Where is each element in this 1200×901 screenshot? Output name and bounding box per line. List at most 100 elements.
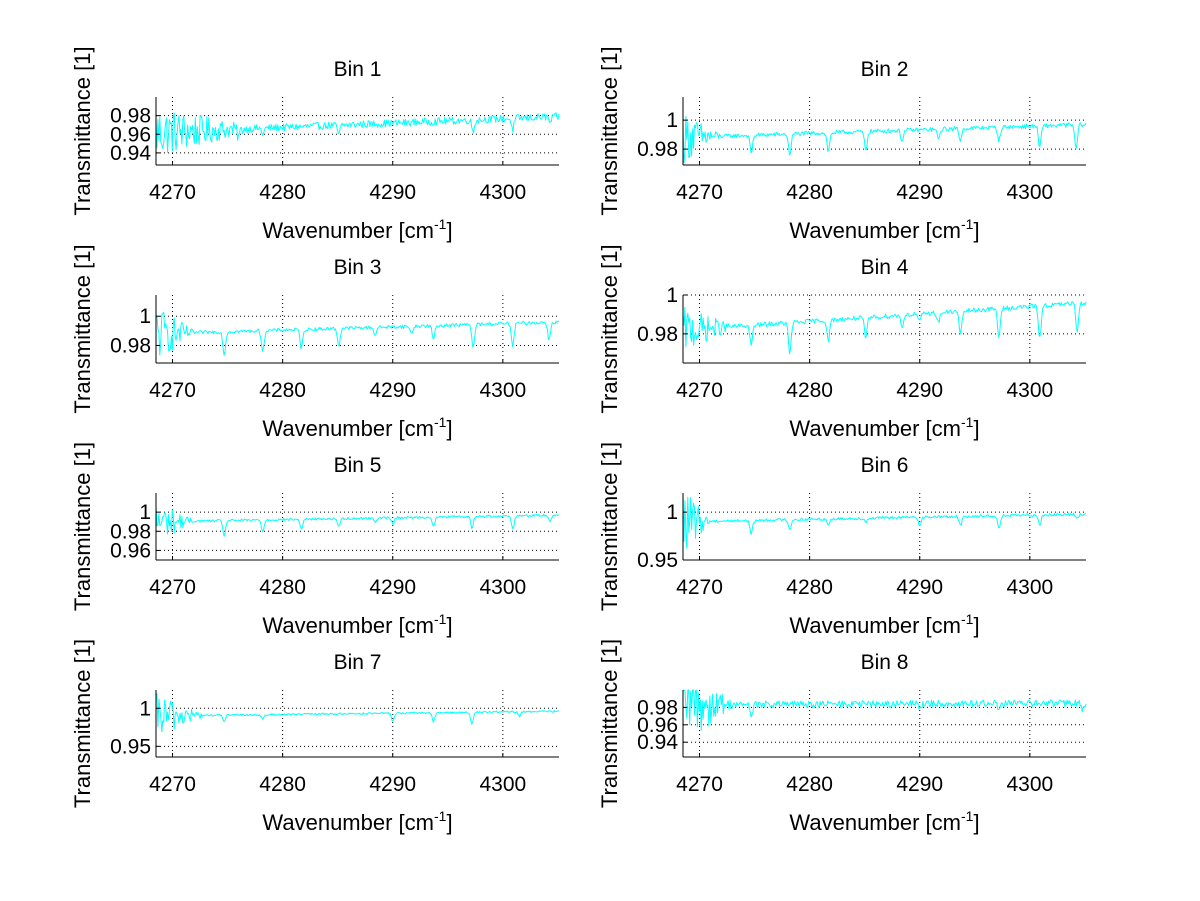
y-tick-label: 0.95 — [110, 735, 151, 758]
y-tick-label: 0.98 — [637, 696, 678, 719]
x-axis-label: Wavenumber [cm-1] — [789, 216, 979, 243]
series-line-bin-1 — [155, 112, 560, 153]
x-tick-label: 4290 — [369, 576, 416, 599]
x-tick-label: 4270 — [676, 379, 723, 402]
subplot-2: Bin 2 4270 4280 4290 4300 0.98 1 Wavenumber [cm… — [597, 46, 1087, 243]
x-tick-label: 4290 — [369, 773, 416, 796]
x-tick-label: 4290 — [369, 379, 416, 402]
x-axis-label-close: ] — [973, 613, 979, 638]
y-tick-label: 1 — [139, 501, 151, 524]
x-tick-label: 4300 — [479, 773, 526, 796]
y-tick-label: 0.94 — [110, 142, 151, 165]
x-tick-label: 4300 — [479, 379, 526, 402]
x-axis-label-superscript: -1 — [434, 216, 447, 232]
x-axis-label-superscript: -1 — [961, 808, 974, 824]
subplot-4: Bin 4 4270 4280 4290 4300 0.98 1 Wavenumber [cm… — [597, 244, 1087, 441]
x-tick-label: 4270 — [676, 773, 723, 796]
x-tick-label: 4280 — [786, 181, 833, 204]
subplot-title: Bin 4 — [861, 256, 909, 279]
subplot-7: Bin 7 4270 4280 4290 4300 0.95 1 Wavenumber [cm… — [70, 639, 560, 835]
subplot-title: Bin 7 — [334, 651, 382, 674]
y-axis-label: Transmittance [1] — [70, 46, 95, 215]
subplot-title: Bin 6 — [861, 454, 909, 477]
x-axis-label-close: ] — [973, 810, 979, 835]
subplot-title: Bin 5 — [334, 454, 382, 477]
y-tick-label: 0.96 — [110, 123, 151, 146]
series-line-bin-6 — [682, 494, 1087, 549]
x-tick-label: 4270 — [676, 576, 723, 599]
subplot-8: Bin 8 4270 4280 4290 4300 0.940.960.98 Wavenum… — [597, 639, 1087, 835]
x-tick-label: 4300 — [1006, 576, 1053, 599]
x-tick-label: 4270 — [149, 379, 196, 402]
x-axis-label-close: ] — [446, 416, 452, 441]
x-axis-label: Wavenumber [cm-1] — [262, 808, 452, 835]
y-tick-label: 1 — [666, 109, 678, 132]
x-axis-label-close: ] — [446, 218, 452, 243]
x-tick-label: 4300 — [479, 181, 526, 204]
x-tick-label: 4270 — [149, 181, 196, 204]
x-axis-label-text: Wavenumber [cm — [262, 416, 434, 441]
series-line-bin-5 — [155, 506, 560, 537]
x-axis-label-text: Wavenumber [cm — [262, 613, 434, 638]
y-tick-label: 0.94 — [637, 731, 678, 754]
x-axis-label: Wavenumber [cm-1] — [789, 414, 979, 441]
y-axis-label: Transmittance [1] — [597, 244, 622, 413]
x-axis-label-close: ] — [973, 218, 979, 243]
x-axis-label-text: Wavenumber [cm — [262, 810, 434, 835]
x-tick-label: 4290 — [896, 576, 943, 599]
y-axis-label: Transmittance [1] — [70, 639, 95, 808]
y-tick-label: 0.98 — [110, 105, 151, 128]
y-tick-label: 1 — [666, 501, 678, 524]
y-axis-label: Transmittance [1] — [70, 442, 95, 611]
x-tick-label: 4280 — [786, 379, 833, 402]
x-axis-label-text: Wavenumber [cm — [262, 218, 434, 243]
subplot-5: Bin 5 4270 4280 4290 4300 0.960.981 Wavenumber… — [70, 442, 560, 638]
x-tick-label: 4290 — [896, 773, 943, 796]
x-tick-label: 4300 — [1006, 181, 1053, 204]
x-axis-label-superscript: -1 — [961, 414, 974, 430]
x-tick-label: 4300 — [1006, 773, 1053, 796]
x-axis-label-superscript: -1 — [961, 216, 974, 232]
y-tick-label: 0.96 — [110, 539, 151, 562]
series-line-bin-7 — [155, 693, 560, 733]
x-axis-label-text: Wavenumber [cm — [789, 416, 961, 441]
x-axis-label-text: Wavenumber [cm — [789, 218, 961, 243]
x-axis-label: Wavenumber [cm-1] — [262, 216, 452, 243]
x-axis-label-close: ] — [446, 810, 452, 835]
subplot-title: Bin 3 — [334, 256, 382, 279]
x-tick-label: 4300 — [479, 576, 526, 599]
subplot-3: Bin 3 4270 4280 4290 4300 0.98 1 Wavenumber [cm… — [70, 244, 560, 441]
x-axis-label: Wavenumber [cm-1] — [789, 611, 979, 638]
x-axis-label-text: Wavenumber [cm — [789, 810, 961, 835]
x-tick-label: 4290 — [896, 181, 943, 204]
x-tick-label: 4270 — [149, 773, 196, 796]
x-tick-label: 4280 — [259, 379, 306, 402]
x-axis-label-text: Wavenumber [cm — [789, 613, 961, 638]
y-tick-label: 1 — [139, 305, 151, 328]
y-axis-label: Transmittance [1] — [70, 244, 95, 413]
x-axis-label-superscript: -1 — [434, 414, 447, 430]
y-axis-label: Transmittance [1] — [597, 442, 622, 611]
x-tick-label: 4290 — [896, 379, 943, 402]
y-tick-label: 0.98 — [637, 138, 678, 161]
subplot-title: Bin 1 — [334, 58, 382, 81]
x-axis-label: Wavenumber [cm-1] — [262, 414, 452, 441]
x-tick-label: 4290 — [369, 181, 416, 204]
subplot-1: Bin 1 4270 4280 4290 4300 0.940.960.98 Wavenum… — [70, 46, 560, 243]
y-tick-label: 0.98 — [637, 323, 678, 346]
x-tick-label: 4300 — [1006, 379, 1053, 402]
x-tick-label: 4280 — [259, 773, 306, 796]
series-line-bin-3 — [155, 311, 560, 356]
x-tick-label: 4280 — [786, 576, 833, 599]
y-axis-label: Transmittance [1] — [597, 46, 622, 215]
x-tick-label: 4280 — [259, 576, 306, 599]
x-axis-label-superscript: -1 — [434, 808, 447, 824]
y-tick-label: 0.95 — [637, 549, 678, 572]
x-axis-label-superscript: -1 — [961, 611, 974, 627]
y-tick-label: 0.96 — [637, 714, 678, 737]
x-tick-label: 4280 — [786, 773, 833, 796]
subplot-6: Bin 6 4270 4280 4290 4300 0.95 1 Wavenumber [cm… — [597, 442, 1087, 638]
series-line-bin-8 — [683, 689, 1087, 731]
y-tick-label: 0.98 — [110, 520, 151, 543]
